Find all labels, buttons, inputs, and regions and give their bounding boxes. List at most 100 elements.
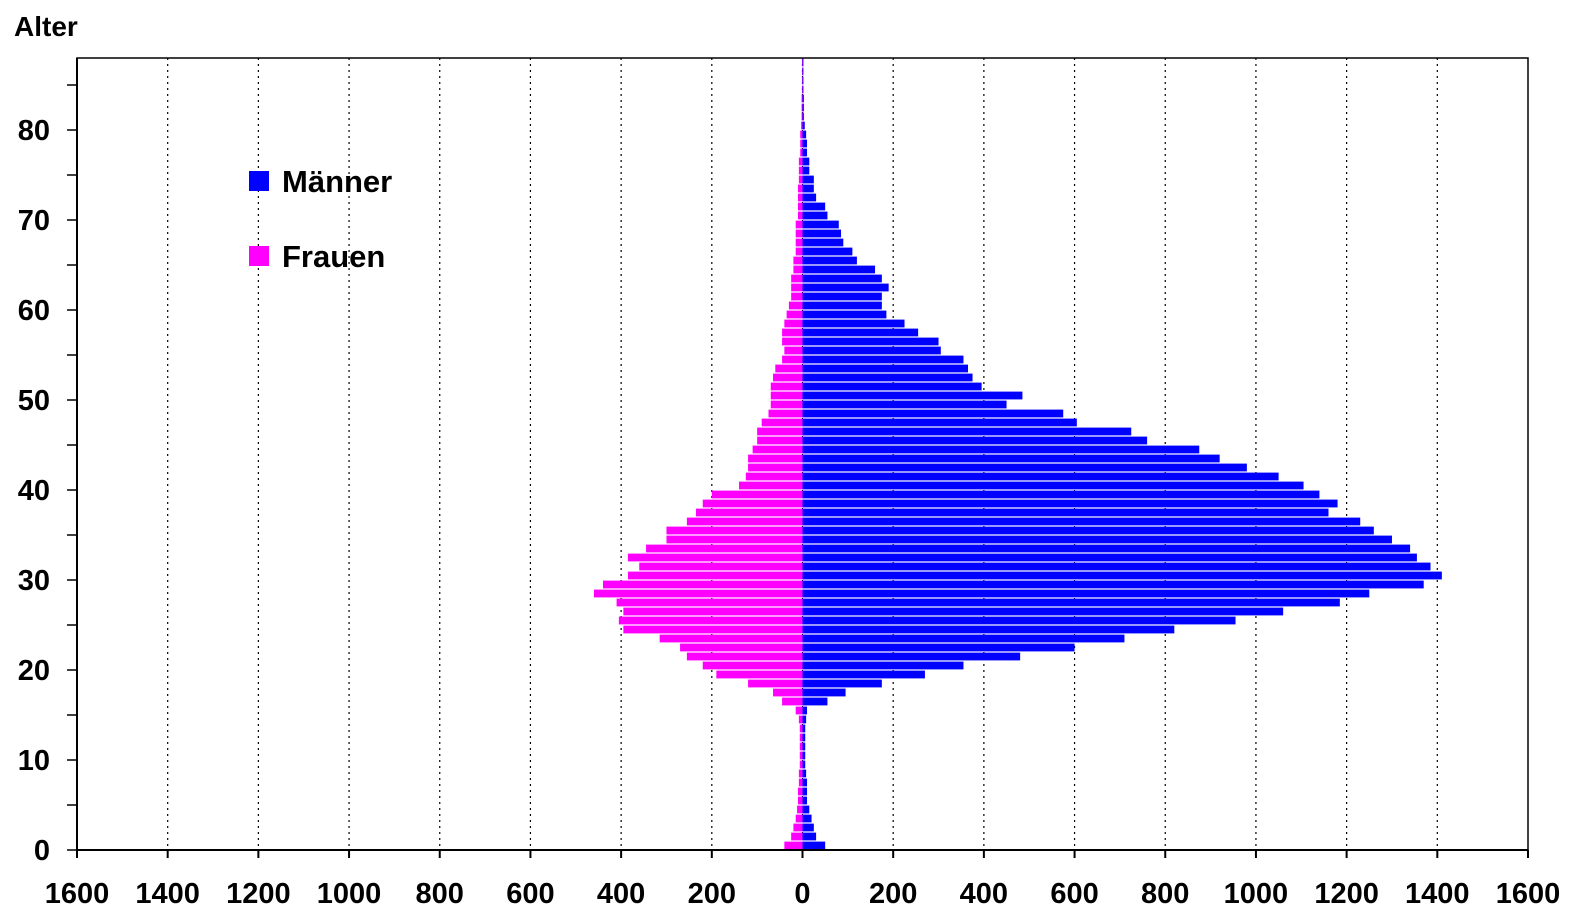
female-bar-age-48 bbox=[768, 409, 803, 418]
female-bar-age-66 bbox=[795, 247, 803, 256]
female-bar-age-3 bbox=[795, 814, 803, 823]
male-bar-age-60 bbox=[802, 301, 882, 310]
bars bbox=[593, 58, 1442, 850]
female-bar-age-13 bbox=[799, 724, 803, 733]
male-bar-age-30 bbox=[802, 571, 1442, 580]
female-bar-age-18 bbox=[748, 679, 803, 688]
x-tick-label: 1200 bbox=[226, 878, 291, 910]
legend: Männer Frauen bbox=[249, 164, 392, 274]
male-legend-swatch bbox=[249, 171, 269, 191]
female-bar-age-65 bbox=[793, 256, 803, 265]
male-bar-age-76 bbox=[802, 157, 810, 166]
female-bar-age-17 bbox=[773, 688, 803, 697]
female-bar-age-76 bbox=[798, 157, 803, 166]
x-tick-label: 1600 bbox=[45, 878, 110, 910]
male-bar-age-33 bbox=[802, 544, 1411, 553]
male-bar-age-87 bbox=[802, 58, 804, 67]
female-bar-age-22 bbox=[680, 643, 803, 652]
male-bar-age-14 bbox=[802, 715, 807, 724]
female-bar-age-23 bbox=[659, 634, 803, 643]
female-bar-age-9 bbox=[799, 760, 803, 769]
male-bar-age-53 bbox=[802, 364, 969, 373]
male-bar-age-27 bbox=[802, 598, 1340, 607]
male-bar-age-78 bbox=[802, 139, 808, 148]
female-bar-age-46 bbox=[757, 427, 803, 436]
male-bar-age-75 bbox=[802, 166, 810, 175]
male-bar-age-43 bbox=[802, 454, 1220, 463]
female-bar-age-83 bbox=[801, 94, 803, 103]
male-bar-age-57 bbox=[802, 328, 919, 337]
y-axis-title: Alter bbox=[14, 11, 78, 42]
y-tick-label: 40 bbox=[18, 475, 50, 507]
x-tick-label: 1000 bbox=[1224, 878, 1289, 910]
female-bar-age-57 bbox=[782, 328, 803, 337]
male-bar-age-12 bbox=[802, 733, 806, 742]
female-bar-age-31 bbox=[639, 562, 803, 571]
female-bar-age-12 bbox=[799, 733, 803, 742]
female-bar-age-68 bbox=[795, 229, 803, 238]
male-bar-age-47 bbox=[802, 418, 1077, 427]
male-bar-age-6 bbox=[802, 787, 808, 796]
male-bar-age-41 bbox=[802, 472, 1279, 481]
female-legend-label: Frauen bbox=[282, 239, 385, 274]
male-bar-age-0 bbox=[802, 841, 826, 850]
male-bar-age-85 bbox=[802, 76, 804, 85]
male-bar-age-58 bbox=[802, 319, 905, 328]
x-tick-label: 800 bbox=[416, 878, 464, 910]
male-bar-age-16 bbox=[802, 697, 828, 706]
male-bar-age-48 bbox=[802, 409, 1064, 418]
female-bar-age-34 bbox=[666, 535, 803, 544]
female-bar-age-25 bbox=[618, 616, 803, 625]
female-bar-age-2 bbox=[793, 823, 803, 832]
female-bar-age-33 bbox=[646, 544, 803, 553]
female-bar-age-73 bbox=[797, 184, 803, 193]
male-bar-age-5 bbox=[802, 796, 808, 805]
male-bar-age-3 bbox=[802, 814, 812, 823]
female-bar-age-78 bbox=[800, 139, 803, 148]
female-bar-age-75 bbox=[798, 166, 803, 175]
female-bar-age-58 bbox=[784, 319, 803, 328]
female-bar-age-79 bbox=[800, 130, 803, 139]
male-bar-age-84 bbox=[802, 85, 804, 94]
female-bar-age-1 bbox=[791, 832, 803, 841]
male-bar-age-26 bbox=[802, 607, 1284, 616]
male-bar-age-38 bbox=[802, 499, 1338, 508]
male-bar-age-8 bbox=[802, 769, 807, 778]
female-bar-age-14 bbox=[798, 715, 803, 724]
female-bar-age-51 bbox=[770, 382, 803, 391]
male-bar-age-66 bbox=[802, 247, 853, 256]
male-bar-age-45 bbox=[802, 436, 1148, 445]
male-bar-age-21 bbox=[802, 652, 1021, 661]
female-bar-age-69 bbox=[795, 220, 803, 229]
y-tick-label: 30 bbox=[18, 565, 50, 597]
x-tick-label: 1400 bbox=[1405, 878, 1470, 910]
female-bar-age-64 bbox=[793, 265, 803, 274]
female-bar-age-16 bbox=[782, 697, 803, 706]
male-bar-age-82 bbox=[802, 103, 804, 112]
female-bar-age-43 bbox=[748, 454, 803, 463]
female-bar-age-49 bbox=[770, 400, 803, 409]
male-bar-age-40 bbox=[802, 481, 1304, 490]
male-bar-age-31 bbox=[802, 562, 1431, 571]
male-bar-age-23 bbox=[802, 634, 1125, 643]
male-bar-age-1 bbox=[802, 832, 817, 841]
female-bar-age-30 bbox=[627, 571, 803, 580]
male-bar-age-54 bbox=[802, 355, 964, 364]
female-bar-age-62 bbox=[791, 283, 803, 292]
male-bar-age-51 bbox=[802, 382, 982, 391]
male-bar-age-69 bbox=[802, 220, 839, 229]
female-bar-age-24 bbox=[623, 625, 803, 634]
female-bar-age-7 bbox=[798, 778, 803, 787]
female-bar-age-60 bbox=[788, 301, 803, 310]
x-tick-label: 1400 bbox=[135, 878, 200, 910]
female-bar-age-77 bbox=[800, 148, 803, 157]
male-bar-age-73 bbox=[802, 184, 814, 193]
y-tick-label: 80 bbox=[18, 115, 50, 147]
female-bar-age-81 bbox=[801, 112, 803, 121]
female-bar-age-63 bbox=[791, 274, 803, 283]
male-bar-age-35 bbox=[802, 526, 1374, 535]
female-bar-age-0 bbox=[784, 841, 803, 850]
y-tick-label: 20 bbox=[18, 655, 50, 687]
y-tick-label: 50 bbox=[18, 385, 50, 417]
